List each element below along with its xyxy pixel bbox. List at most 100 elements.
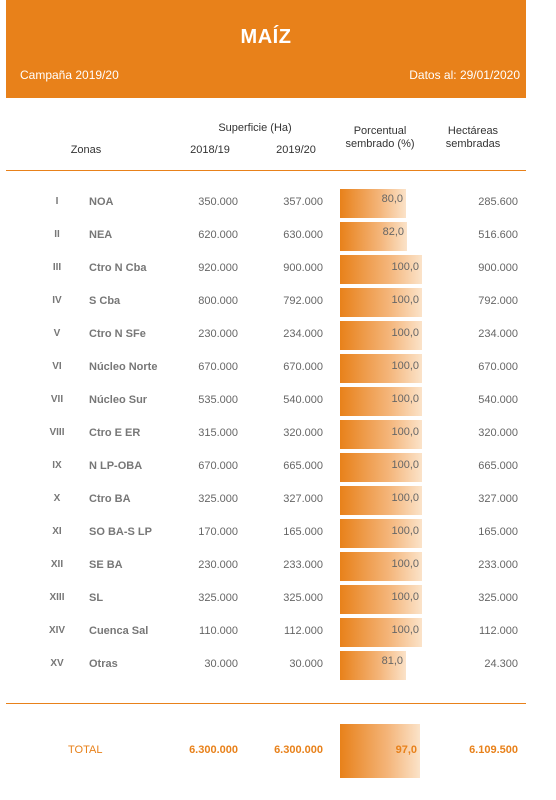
percent-bar xyxy=(340,189,406,218)
percent-bar xyxy=(340,486,422,515)
zone-number: VIII xyxy=(49,427,65,438)
sown-hectares: 665.000 xyxy=(478,460,518,472)
percent-bar xyxy=(340,651,406,680)
table-row: VIII Ctro E ER 315.000 320.000 100,0 320.000 xyxy=(0,418,556,451)
table-row: XV Otras 30.000 30.000 81,0 24.300 xyxy=(0,649,556,682)
zone-number: XIII xyxy=(49,592,65,603)
zone-number: XI xyxy=(52,526,62,537)
table-row: IV S Cba 800.000 792.000 100,0 792.000 xyxy=(0,286,556,319)
header-divider xyxy=(6,170,526,171)
percent-value: 100,0 xyxy=(391,525,419,537)
area-2019: 233.000 xyxy=(283,559,323,571)
area-2019: 112.000 xyxy=(284,625,323,637)
area-2019: 234.000 xyxy=(283,328,323,340)
sown-hectares: 516.600 xyxy=(478,229,518,241)
area-2018: 670.000 xyxy=(198,361,238,373)
area-2019: 320.000 xyxy=(283,427,323,439)
percent-value: 80,0 xyxy=(381,193,403,205)
superficie-header: Superficie (Ha) xyxy=(218,122,292,134)
area-2018: 170.000 xyxy=(198,526,238,538)
percent-value: 81,0 xyxy=(381,655,403,667)
area-2018: 350.000 xyxy=(198,196,238,208)
zone-name: Otras xyxy=(89,658,118,670)
zone-number: V xyxy=(53,328,61,339)
area-2019: 165.000 xyxy=(283,526,323,538)
table-row: III Ctro N Cba 920.000 900.000 100,0 900.000 xyxy=(0,253,556,286)
year-2018-header: 2018/19 xyxy=(190,144,230,156)
table-row: II NEA 620.000 630.000 82,0 516.600 xyxy=(0,220,556,253)
zonas-header: Zonas xyxy=(70,144,102,156)
zone-name: Cuenca Sal xyxy=(89,625,149,637)
zone-name: Ctro BA xyxy=(89,493,131,505)
area-2018: 230.000 xyxy=(198,559,238,571)
sown-hectares: 234.000 xyxy=(478,328,518,340)
header-banner: MAÍZ Campaña 2019/20 Datos al: 29/01/202… xyxy=(6,0,526,98)
hectareas-header: Hectáreas sembradas xyxy=(428,125,518,151)
sown-hectares: 792.000 xyxy=(478,295,518,307)
year-2019-header: 2019/20 xyxy=(276,144,316,156)
percent-value: 100,0 xyxy=(391,459,419,471)
percent-value: 100,0 xyxy=(391,426,419,438)
percent-bar xyxy=(340,255,422,284)
percent-value: 82,0 xyxy=(382,226,404,238)
table-row: I NOA 350.000 357.000 80,0 285.600 xyxy=(0,187,556,220)
zone-name: Núcleo Sur xyxy=(89,394,148,406)
total-row: TOTAL 6.300.000 6.300.000 97,0 6.109.500 xyxy=(0,724,556,778)
zone-number: XII xyxy=(50,559,64,570)
area-2019: 30.000 xyxy=(289,658,323,670)
percent-bar xyxy=(340,321,422,350)
zone-name: NOA xyxy=(89,196,114,208)
zone-name: Ctro N Cba xyxy=(89,262,147,274)
table-row: XI SO BA-S LP 170.000 165.000 100,0 165.000 xyxy=(0,517,556,550)
total-sown: 6.109.500 xyxy=(469,744,518,756)
sown-hectares: 233.000 xyxy=(478,559,518,571)
table-row: XII SE BA 230.000 233.000 100,0 233.000 xyxy=(0,550,556,583)
percent-value: 100,0 xyxy=(391,261,419,273)
area-2019: 665.000 xyxy=(283,460,323,472)
total-2018: 6.300.000 xyxy=(189,744,238,756)
total-percent-bar xyxy=(340,724,420,778)
zone-number: XV xyxy=(50,658,64,669)
percent-value: 100,0 xyxy=(391,591,419,603)
sown-hectares: 900.000 xyxy=(478,262,518,274)
percent-bar xyxy=(340,519,422,548)
area-2019: 792.000 xyxy=(283,295,323,307)
sown-hectares: 320.000 xyxy=(478,427,518,439)
zone-number: III xyxy=(52,262,62,273)
table-row: VI Núcleo Norte 670.000 670.000 100,0 670.000 xyxy=(0,352,556,385)
area-2019: 327.000 xyxy=(283,493,323,505)
zone-number: II xyxy=(54,229,60,240)
table-row: X Ctro BA 325.000 327.000 100,0 327.000 xyxy=(0,484,556,517)
percent-bar xyxy=(340,552,422,581)
area-2018: 620.000 xyxy=(198,229,238,241)
campaign-label: Campaña 2019/20 xyxy=(20,68,119,82)
total-percent: 97,0 xyxy=(395,744,417,756)
zone-name: Ctro E ER xyxy=(89,427,141,439)
zone-name: Ctro N SFe xyxy=(89,328,146,340)
zone-name: Núcleo Norte xyxy=(89,361,158,373)
zone-name: SE BA xyxy=(89,559,123,571)
area-2019: 357.000 xyxy=(283,196,323,208)
sown-hectares: 165.000 xyxy=(478,526,518,538)
table-row: XIII SL 325.000 325.000 100,0 325.000 xyxy=(0,583,556,616)
area-2018: 535.000 xyxy=(198,394,238,406)
sown-hectares: 24.300 xyxy=(484,658,518,670)
table-row: XIV Cuenca Sal 110.000 112.000 100,0 112.000 xyxy=(0,616,556,649)
area-2018: 230.000 xyxy=(198,328,238,340)
area-2019: 670.000 xyxy=(283,361,323,373)
table-row: V Ctro N SFe 230.000 234.000 100,0 234.000 xyxy=(0,319,556,352)
zone-name: N LP-OBA xyxy=(89,460,143,472)
zone-number: IV xyxy=(52,295,62,306)
percent-bar xyxy=(340,420,422,449)
porcentual-header-line1: Porcentual xyxy=(353,125,407,137)
table-row: VII Núcleo Sur 535.000 540.000 100,0 540.000 xyxy=(0,385,556,418)
percent-bar xyxy=(340,618,422,647)
percent-value: 100,0 xyxy=(391,360,419,372)
sown-hectares: 112.000 xyxy=(479,625,518,637)
percent-value: 100,0 xyxy=(391,492,419,504)
area-2018: 325.000 xyxy=(198,493,238,505)
area-2018: 920.000 xyxy=(198,262,238,274)
porcentual-header-line2: sembrado (%) xyxy=(345,138,415,150)
area-2018: 800.000 xyxy=(198,295,238,307)
sown-hectares: 285.600 xyxy=(478,196,518,208)
